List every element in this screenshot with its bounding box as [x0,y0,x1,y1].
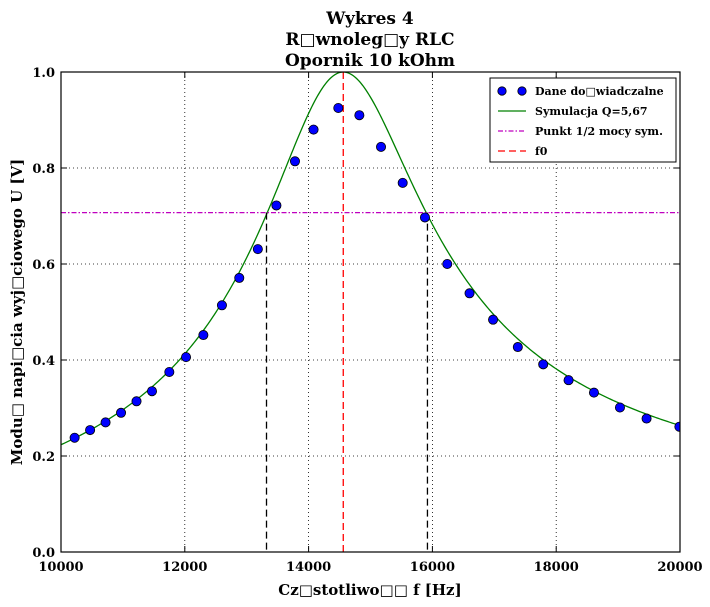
data-point [563,375,574,386]
data-point [252,244,263,255]
chart-title-line-2: R□wnoleg□y RLC [285,30,454,50]
legend-marker [517,86,527,96]
data-point [354,110,365,121]
data-point [674,421,680,432]
y-axis-label: Modu□ napi□cia wyj□ciowego U [V] [8,159,26,466]
x-tick-label: 14000 [286,560,331,575]
data-point [488,314,499,325]
series-simulation-line [61,72,680,446]
x-tick-label: 16000 [410,560,455,575]
data-point [464,288,475,299]
data-point [512,342,523,353]
data-point [146,386,157,397]
y-tick-label: 0.6 [32,258,55,273]
y-tick-label: 1.0 [32,66,55,81]
data-point [69,432,80,443]
legend-marker [497,86,507,96]
chart-title-line-3: Opornik 10 kOhm [285,51,455,71]
legend-entry-label: Punkt 1/2 mocy sym. [535,125,663,138]
axis-ticks: 10000 12000 14000 16000 18000 20000 0.0 0.2 0.4 0… [32,66,702,575]
x-axis-label: Cz□stotliwo□□ f [Hz] [278,581,461,599]
data-point [588,387,599,398]
y-tick-label: 0.0 [32,546,55,561]
data-point [641,413,652,424]
legend-entry-label: Symulacja Q=5,67 [535,105,648,118]
data-point [164,366,175,377]
plot-area [61,72,680,552]
data-point [289,156,300,167]
data-point [419,212,430,223]
y-tick-label: 0.2 [32,450,55,465]
x-tick-label: 12000 [162,560,207,575]
data-point [376,141,387,152]
y-tick-label: 0.8 [32,162,55,177]
y-tick-label: 0.4 [32,354,55,369]
data-point [116,407,127,418]
data-point [181,352,192,363]
data-point [198,330,209,341]
data-point [85,425,96,436]
x-tick-label: 10000 [38,560,83,575]
data-point [333,103,344,114]
data-point [308,124,319,135]
x-tick-label: 20000 [657,560,702,575]
data-point [397,177,408,188]
data-point [234,272,245,283]
data-point [271,200,282,211]
legend: Dane do□wiadczalne Symulacja Q=5,67 Punkt … [489,77,677,163]
data-point [131,396,142,407]
data-point [614,402,625,413]
data-point [442,258,453,269]
chart-title-line-1: Wykres 4 [325,9,414,29]
legend-entry-label: f0 [535,145,548,158]
data-point [216,300,227,311]
legend-entry-label: Dane do□wiadczalne [535,85,664,98]
data-point [100,417,111,428]
data-point [538,359,549,370]
plot-frame [60,71,681,553]
x-tick-label: 18000 [534,560,579,575]
